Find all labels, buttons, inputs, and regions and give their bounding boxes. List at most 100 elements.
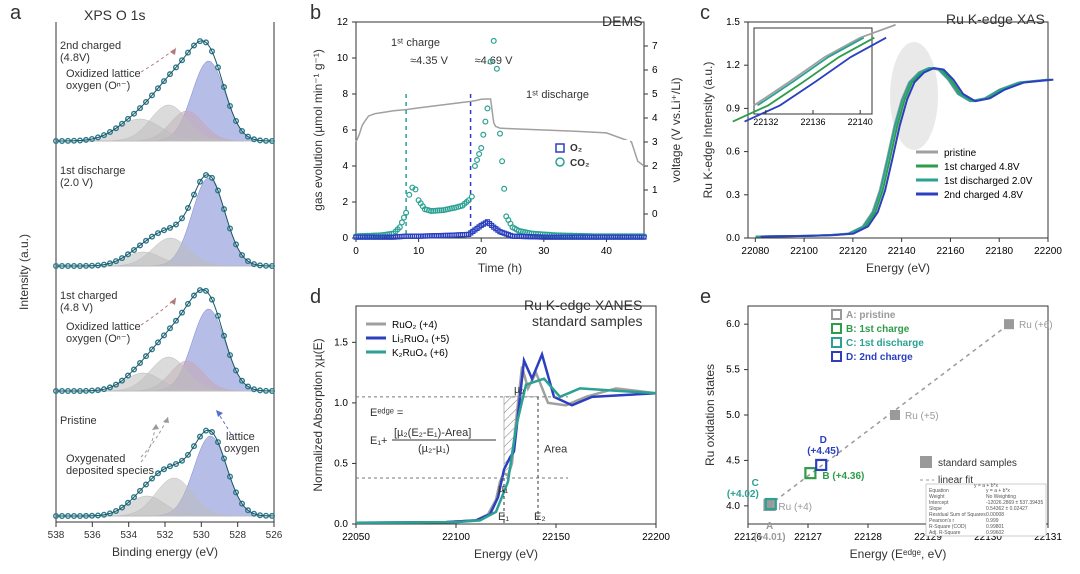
svg-text:0.5: 0.5 [334, 458, 348, 469]
panel-d-legend: RuO₂ (+4)Li₃RuO₄ (+5)K₂RuO₄ (+6) [366, 320, 449, 359]
svg-text:Ru (+4): Ru (+4) [778, 502, 812, 513]
svg-text:5.0: 5.0 [726, 410, 740, 421]
svg-text:1.5: 1.5 [726, 17, 740, 28]
svg-text:deposited species: deposited species [66, 465, 155, 477]
panel-d: d Ru K-edge XANES standard samples 22050… [306, 284, 686, 568]
dash1-label: ≈4.35 V [410, 55, 449, 67]
svg-text:E₁: E₁ [498, 511, 509, 523]
svg-text:4.5: 4.5 [726, 455, 740, 466]
svg-text:(2.0 V): (2.0 V) [60, 177, 93, 189]
svg-text:RuO₂ (+4): RuO₂ (+4) [392, 320, 437, 331]
svg-text:6: 6 [652, 65, 658, 76]
ann-charge: 1ˢᵗ charge [391, 37, 440, 49]
svg-text:(µ₂-µ₁): (µ₂-µ₁) [418, 443, 450, 455]
panel-d-formula: Eᵉᵈᵍᵉ = E₁+ [µ₂(E₂-E₁)-Area] (µ₂-µ₁) [370, 407, 496, 455]
svg-text:538: 538 [48, 530, 65, 541]
legend-o2: O₂ [570, 143, 582, 154]
svg-text:6: 6 [342, 125, 348, 136]
svg-text:22050: 22050 [342, 532, 370, 543]
svg-text:B: 1st charge: B: 1st charge [846, 324, 910, 335]
panel-b-legend: O₂ CO₂ [552, 140, 630, 174]
panel-e: e 2212622127221282212922130221314.04.55.… [696, 284, 1076, 568]
svg-text:oxygen (Oⁿ⁻): oxygen (Oⁿ⁻) [66, 333, 130, 345]
svg-text:E₂: E₂ [534, 511, 546, 523]
panel-b-label: b [310, 2, 321, 25]
svg-text:0: 0 [342, 233, 348, 244]
svg-text:y = a + b*x: y = a + b*x [974, 483, 998, 489]
svg-text:C: 1st discharge: C: 1st discharge [846, 338, 924, 349]
panel-b-xlabel: Time (h) [478, 261, 522, 275]
svg-text:12: 12 [337, 17, 349, 28]
legend-co2: CO₂ [570, 158, 589, 169]
svg-text:1: 1 [652, 185, 658, 196]
svg-text:530: 530 [193, 530, 210, 541]
svg-text:standard samples: standard samples [938, 458, 1017, 469]
svg-text:8: 8 [342, 89, 348, 100]
svg-text:2nd charged: 2nd charged [60, 40, 121, 52]
ann-discharge: 1ˢᵗ discharge [526, 89, 589, 101]
panel-c-inset: 221322213622140 [733, 25, 896, 127]
svg-text:1.2: 1.2 [726, 60, 740, 71]
svg-text:526: 526 [266, 530, 283, 541]
svg-text:E₁+: E₁+ [370, 435, 387, 447]
panel-a-title: XPS O 1s [84, 7, 145, 23]
svg-text:0.0: 0.0 [334, 519, 348, 530]
svg-text:5.5: 5.5 [726, 365, 740, 376]
panel-c-xlabel: Energy (eV) [866, 261, 930, 275]
panel-b: b DEMS 024681012 01234567 010203040 Time… [306, 0, 686, 280]
svg-text:10: 10 [337, 53, 349, 64]
svg-text:22180: 22180 [985, 246, 1013, 257]
panel-d-title1: Ru K-edge XANES [524, 297, 642, 313]
svg-text:22140: 22140 [848, 117, 873, 127]
svg-text:22080: 22080 [741, 246, 769, 257]
svg-text:Eᵉᵈᵍᵉ =: Eᵉᵈᵍᵉ = [370, 407, 403, 419]
svg-text:1.5: 1.5 [334, 337, 348, 348]
svg-text:4.0: 4.0 [726, 501, 740, 512]
svg-text:Oxidized lattice: Oxidized lattice [66, 321, 141, 333]
svg-text:532: 532 [157, 530, 174, 541]
panel-b-left-axis: 024681012 [337, 17, 356, 244]
svg-text:K₂RuO₄ (+6): K₂RuO₄ (+6) [392, 348, 448, 359]
co2-series [354, 39, 647, 239]
panel-b-svg: DEMS 024681012 01234567 010203040 Time (… [306, 0, 686, 280]
panel-c-svg: Ru K-edge XAS 22080221002212022140221602… [696, 0, 1076, 280]
e-sample-points: A(+4.01)B (+4.36)C(+4.02)D(+4.45) [727, 435, 865, 543]
svg-text:20: 20 [476, 246, 488, 257]
svg-text:22200: 22200 [642, 532, 670, 543]
svg-text:pristine: pristine [944, 148, 977, 159]
svg-text:22140: 22140 [888, 246, 916, 257]
svg-text:10: 10 [413, 246, 425, 257]
svg-text:Ru (+5): Ru (+5) [905, 411, 939, 422]
svg-text:(+4.02): (+4.02) [727, 489, 759, 500]
svg-text:1.0: 1.0 [334, 398, 348, 409]
panel-a: a XPS O 1s 538 536 534 532 530 528 526 B… [8, 0, 298, 564]
svg-text:1st discharge: 1st discharge [60, 165, 125, 177]
panel-a-xticks: 538 536 534 532 530 528 526 [48, 522, 283, 541]
panel-b-ylabel-right: voltage (V vs.Li⁺/Li) [669, 77, 683, 182]
panel-b-x-axis: 010203040 [353, 238, 612, 257]
svg-text:3: 3 [652, 137, 658, 148]
svg-text:D: 2nd charge: D: 2nd charge [846, 352, 913, 363]
svg-text:2nd charged 4.8V: 2nd charged 4.8V [944, 190, 1023, 201]
svg-text:22150: 22150 [542, 532, 570, 543]
svg-text:Pristine: Pristine [60, 415, 97, 427]
panel-a-annot-lattice: lattice oxygen [216, 410, 259, 455]
panel-e-xlabel: Energy (Eᵉᵈᵍᵉ, eV) [850, 547, 947, 561]
svg-text:0.6: 0.6 [726, 147, 740, 158]
svg-text:1st charged: 1st charged [60, 290, 117, 302]
svg-text:30: 30 [538, 246, 550, 257]
svg-text:22120: 22120 [839, 246, 867, 257]
svg-text:22128: 22128 [854, 532, 882, 543]
panel-d-xlabel: Energy (eV) [474, 547, 538, 561]
svg-text:0: 0 [652, 209, 658, 220]
svg-text:A: A [766, 521, 773, 532]
svg-text:Adj. R-Square: Adj. R-Square [929, 530, 961, 536]
svg-text:536: 536 [84, 530, 101, 541]
panel-a-label: a [10, 2, 21, 25]
svg-text:0.3: 0.3 [726, 190, 740, 201]
panel-b-right-axis: 01234567 [644, 41, 658, 220]
svg-text:0.99602: 0.99602 [986, 530, 1004, 536]
svg-text:(4.8V): (4.8V) [60, 52, 90, 64]
panel-e-legend: A: pristineB: 1st chargeC: 1st discharge… [832, 310, 924, 363]
svg-text:µ₂: µ₂ [514, 384, 525, 396]
